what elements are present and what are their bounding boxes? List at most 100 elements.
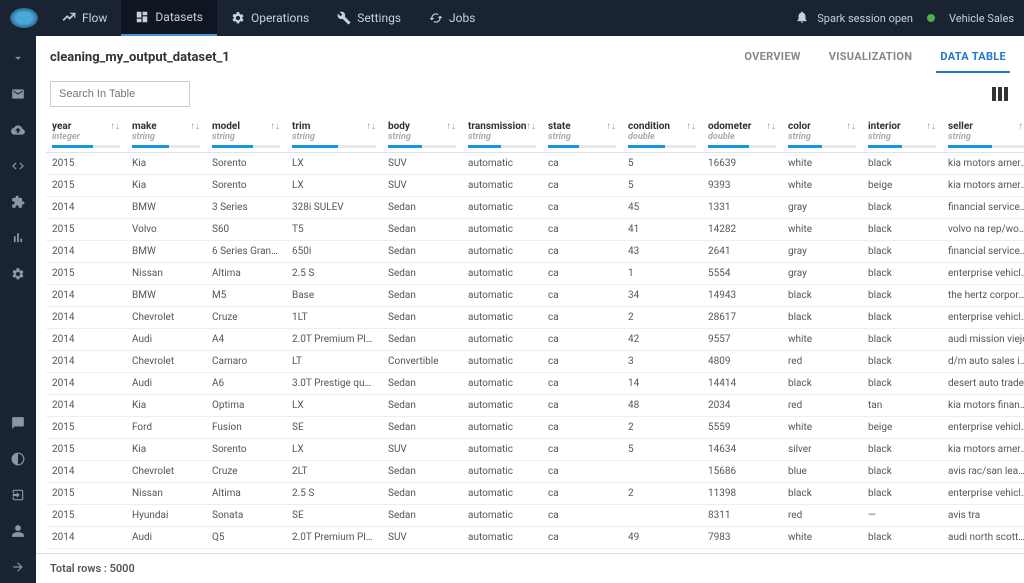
nav-settings[interactable]: Settings (323, 0, 415, 36)
table-cell: blue (782, 461, 862, 483)
table-cell: ca (542, 373, 622, 395)
table-cell: 2.0T Premium Plus quattro (286, 329, 382, 351)
code-icon[interactable] (0, 150, 36, 182)
mail-icon[interactable] (0, 78, 36, 110)
table-row[interactable]: 2014BMW6 Series Gran Coupe650iSedanautom… (46, 241, 1024, 263)
table-row[interactable]: 2015KiaSorentoLXSUVautomaticca59393white… (46, 175, 1024, 197)
table-cell: Chevrolet (126, 461, 206, 483)
puzzle-icon[interactable] (0, 186, 36, 218)
sort-icon[interactable]: ↑↓ (366, 121, 376, 132)
sort-icon[interactable]: ↑↓ (926, 121, 936, 132)
table-row[interactable]: 2015KiaSorentoLXSUVautomaticca514634silv… (46, 439, 1024, 461)
user-icon[interactable] (0, 515, 36, 547)
chart-icon[interactable] (0, 222, 36, 254)
column-header-year[interactable]: yearinteger↑↓ (46, 117, 126, 153)
table-cell: Nissan (126, 263, 206, 285)
column-header-seller[interactable]: sellerstring↑↓ (942, 117, 1024, 153)
table-row[interactable]: 2014AudiA42.0T Premium Plus quattroSedan… (46, 329, 1024, 351)
table-cell: Sorento (206, 175, 286, 197)
exit-icon[interactable] (0, 479, 36, 511)
nav-operations[interactable]: Operations (217, 0, 323, 36)
column-header-body[interactable]: bodystring↑↓ (382, 117, 462, 153)
project-label[interactable]: Vehicle Sales (949, 12, 1014, 25)
table-cell: 328i SULEV (286, 197, 382, 219)
column-header-interior[interactable]: interiorstring↑↓ (862, 117, 942, 153)
chat-icon[interactable] (0, 407, 36, 439)
tab-overview[interactable]: OVERVIEW (740, 42, 804, 73)
sort-icon[interactable]: ↑↓ (1018, 121, 1024, 132)
table-cell: black (862, 153, 942, 175)
search-input[interactable] (50, 81, 190, 107)
sort-icon[interactable]: ↑↓ (686, 121, 696, 132)
table-row[interactable]: 2015FordFusionSESedanautomaticca25559whi… (46, 417, 1024, 439)
table-cell: 2015 (46, 175, 126, 197)
chevron-down-icon[interactable] (0, 42, 36, 74)
table-row[interactable]: 2014BMWM5BaseSedanautomaticca3414943blac… (46, 285, 1024, 307)
column-header-transmission[interactable]: transmissionstring↑↓ (462, 117, 542, 153)
cloud-upload-icon[interactable] (0, 114, 36, 146)
column-header-make[interactable]: makestring↑↓ (126, 117, 206, 153)
table-cell: black (862, 263, 942, 285)
column-header-trim[interactable]: trimstring↑↓ (286, 117, 382, 153)
contrast-icon[interactable] (0, 443, 36, 475)
column-header-odometer[interactable]: odometerdouble↑↓ (702, 117, 782, 153)
table-cell: black (862, 461, 942, 483)
column-view-icon[interactable] (992, 87, 1010, 101)
table-cell: Optima (206, 395, 286, 417)
table-row[interactable]: 2014BMW3 Series328i SULEVSedanautomaticc… (46, 197, 1024, 219)
bell-icon[interactable] (795, 10, 809, 27)
table-cell: audi north scottsdale (942, 527, 1024, 549)
table-row[interactable]: 2015NissanAltima2.5 SSedanautomaticca211… (46, 483, 1024, 505)
table-row[interactable]: 2015NissanAltima2.5 SSedanautomaticca155… (46, 263, 1024, 285)
table-cell: — (862, 505, 942, 527)
table-row[interactable]: 2014ChevroletCamaroLTConvertibleautomati… (46, 351, 1024, 373)
sort-icon[interactable]: ↑↓ (606, 121, 616, 132)
tab-visualization[interactable]: VISUALIZATION (825, 42, 917, 73)
table-row[interactable]: 2014AudiA63.0T Prestige quattroSedanauto… (46, 373, 1024, 395)
nav-jobs[interactable]: Jobs (415, 0, 489, 36)
table-row[interactable]: 2014ChevroletCruze2LTSedanautomaticca156… (46, 461, 1024, 483)
table-cell: 2641 (702, 241, 782, 263)
table-cell: 28617 (702, 307, 782, 329)
column-header-condition[interactable]: conditiondouble↑↓ (622, 117, 702, 153)
table-cell: white (782, 417, 862, 439)
arrow-right-icon[interactable] (0, 551, 36, 583)
table-cell: black (862, 373, 942, 395)
table-row[interactable]: 2015KiaSorentoLXSUVautomaticca516639whit… (46, 153, 1024, 175)
table-cell: black (862, 527, 942, 549)
table-cell: enterprise vehicle exchan (942, 483, 1024, 505)
table-cell: black (782, 285, 862, 307)
dataset-title: cleaning_my_output_dataset_1 (50, 50, 230, 65)
table-row[interactable]: 2014AudiQ52.0T Premium Plus quattroSUVau… (46, 527, 1024, 549)
sort-icon[interactable]: ↑↓ (846, 121, 856, 132)
column-header-model[interactable]: modelstring↑↓ (206, 117, 286, 153)
sort-icon[interactable]: ↑↓ (526, 121, 536, 132)
table-cell: 2.5 S (286, 263, 382, 285)
operations-icon (231, 11, 245, 25)
nav-flow[interactable]: Flow (48, 0, 121, 36)
column-header-state[interactable]: statestring↑↓ (542, 117, 622, 153)
table-cell: 2014 (46, 351, 126, 373)
table-cell: Sedan (382, 329, 462, 351)
sort-icon[interactable]: ↑↓ (190, 121, 200, 132)
sort-icon[interactable]: ↑↓ (446, 121, 456, 132)
table-cell: 2015 (46, 439, 126, 461)
table-container: yearinteger↑↓makestring↑↓modelstring↑↓tr… (36, 117, 1024, 553)
table-row[interactable]: 2015VolvoS60T5Sedanautomaticca4114282whi… (46, 219, 1024, 241)
nav-datasets[interactable]: Datasets (121, 0, 217, 36)
table-cell: kia motors america inc (942, 439, 1024, 461)
sort-icon[interactable]: ↑↓ (110, 121, 120, 132)
flow-icon (62, 11, 76, 25)
table-row[interactable]: 2015HyundaiSonataSESedanautomaticca8311r… (46, 505, 1024, 527)
table-row[interactable]: 2014ChevroletCruze1LTSedanautomaticca228… (46, 307, 1024, 329)
table-cell (622, 461, 702, 483)
column-header-color[interactable]: colorstring↑↓ (782, 117, 862, 153)
table-cell: LX (286, 395, 382, 417)
sort-icon[interactable]: ↑↓ (766, 121, 776, 132)
table-row[interactable]: 2014KiaOptimaLXSedanautomaticca482034red… (46, 395, 1024, 417)
table-cell: automatic (462, 153, 542, 175)
table-cell: 15686 (702, 461, 782, 483)
tab-data-table[interactable]: DATA TABLE (936, 42, 1010, 73)
gear-icon[interactable] (0, 258, 36, 290)
sort-icon[interactable]: ↑↓ (270, 121, 280, 132)
